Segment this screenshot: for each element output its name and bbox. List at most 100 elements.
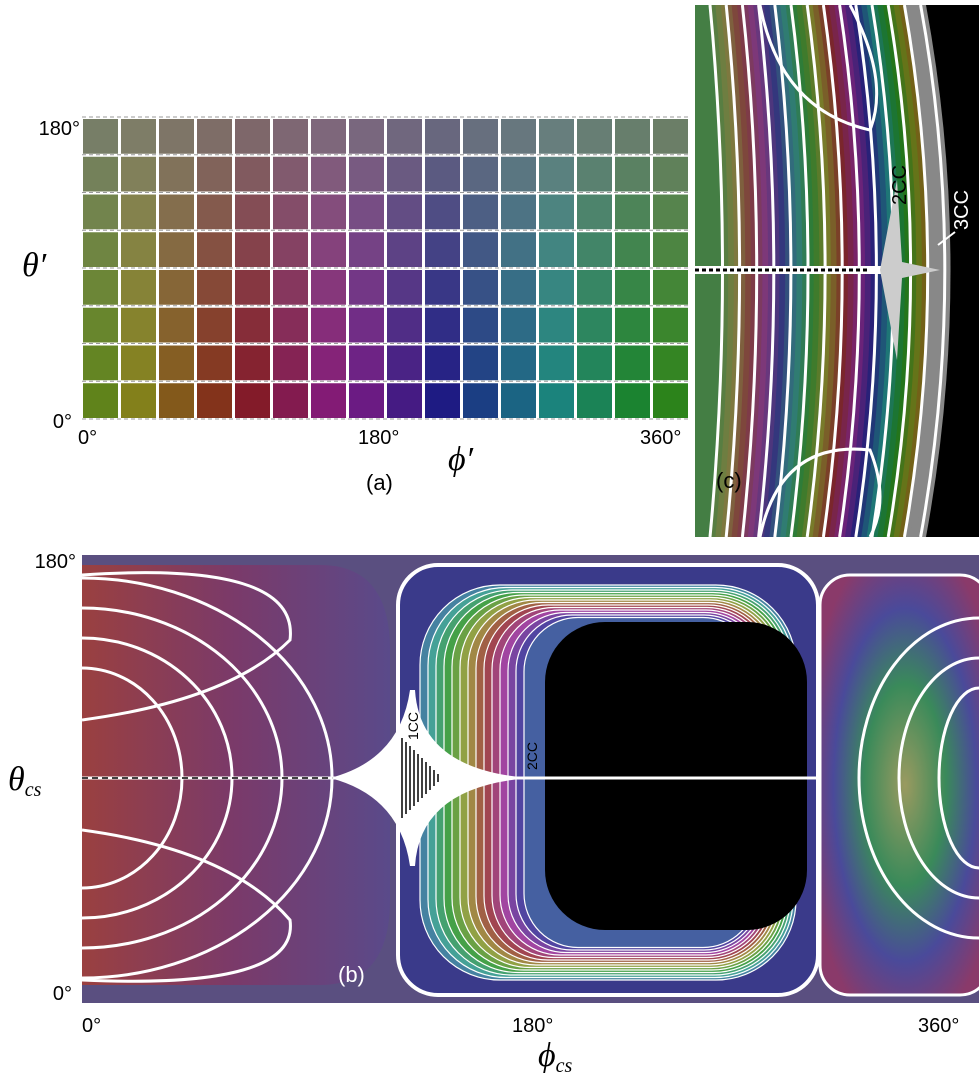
color-cell — [539, 119, 574, 154]
color-cell — [273, 119, 308, 154]
color-cell — [349, 119, 384, 154]
color-cell — [653, 119, 688, 154]
x-tick-label: 180° — [358, 427, 399, 449]
color-cell — [501, 232, 536, 267]
color-cell — [653, 232, 688, 267]
color-cell — [425, 156, 460, 192]
x-tick-label: 0° — [78, 427, 97, 449]
color-cell — [615, 270, 650, 305]
color-cell — [539, 194, 574, 230]
color-cell — [311, 232, 346, 267]
color-cell — [159, 156, 194, 192]
x-axis-label: ϕ′ — [448, 441, 474, 478]
color-cell — [387, 194, 422, 230]
color-cell — [311, 119, 346, 154]
color-cell — [197, 345, 232, 381]
color-cell — [197, 270, 232, 305]
x-axis-label: ϕcs — [538, 1037, 572, 1077]
color-cell — [121, 345, 156, 381]
color-cell — [577, 270, 612, 305]
y-tick-label: 180° — [35, 551, 76, 573]
panel-a-grid — [82, 116, 690, 420]
caption: (b) — [338, 962, 365, 987]
y-axis-label: θ′ — [22, 247, 47, 284]
color-cell — [121, 270, 156, 305]
color-cell — [653, 194, 688, 230]
color-cell — [615, 307, 650, 343]
color-cell — [539, 270, 574, 305]
color-cell — [387, 119, 422, 154]
color-cell — [121, 194, 156, 230]
color-cell — [577, 232, 612, 267]
color-cell — [539, 345, 574, 381]
color-cell — [425, 194, 460, 230]
color-cell — [577, 119, 612, 154]
color-cell — [349, 270, 384, 305]
color-cell — [159, 383, 194, 418]
color-cell — [83, 232, 118, 267]
color-cell — [83, 270, 118, 305]
color-cell — [425, 307, 460, 343]
color-cell — [425, 232, 460, 267]
color-cell — [273, 156, 308, 192]
color-cell — [159, 307, 194, 343]
color-cell — [159, 270, 194, 305]
color-cell — [463, 307, 498, 343]
color-cell — [463, 270, 498, 305]
color-cell — [197, 383, 232, 418]
x-tick-label: 360° — [640, 427, 681, 449]
color-cell — [463, 156, 498, 192]
color-cell — [615, 194, 650, 230]
color-cell — [197, 307, 232, 343]
color-cell — [539, 383, 574, 418]
color-cell — [83, 307, 118, 343]
color-cell — [83, 383, 118, 418]
x-tick-label: 0° — [82, 1015, 101, 1037]
shadow — [545, 622, 807, 930]
color-cell — [463, 232, 498, 267]
color-cell — [387, 345, 422, 381]
color-cell — [311, 345, 346, 381]
color-cell — [501, 345, 536, 381]
color-cell — [159, 194, 194, 230]
color-cell — [273, 232, 308, 267]
color-cell — [83, 194, 118, 230]
color-cell — [577, 156, 612, 192]
color-cell — [235, 270, 270, 305]
color-cell — [501, 194, 536, 230]
color-cell — [653, 270, 688, 305]
color-cell — [577, 345, 612, 381]
panel-c-image — [695, 5, 979, 537]
color-cell — [159, 232, 194, 267]
annotation: 3CC — [951, 190, 973, 230]
color-cell — [349, 156, 384, 192]
color-cell — [577, 307, 612, 343]
color-cell — [235, 156, 270, 192]
color-cell — [273, 194, 308, 230]
caption: (a) — [366, 470, 393, 495]
color-cell — [83, 156, 118, 192]
color-cell — [235, 307, 270, 343]
color-cell — [311, 194, 346, 230]
color-cell — [235, 119, 270, 154]
color-cell — [273, 270, 308, 305]
annotation: 2CC — [889, 165, 911, 205]
color-cell — [615, 119, 650, 154]
arrow — [937, 231, 956, 246]
color-cell — [501, 156, 536, 192]
color-cell — [653, 156, 688, 192]
left-region — [82, 565, 390, 985]
color-cell — [311, 383, 346, 418]
caustic — [82, 828, 292, 983]
color-cell — [425, 383, 460, 418]
color-cell — [653, 383, 688, 418]
color-cell — [615, 156, 650, 192]
y-tick-label: 0° — [53, 411, 72, 433]
color-cell — [311, 307, 346, 343]
color-cell — [197, 232, 232, 267]
color-cell — [235, 232, 270, 267]
caustic — [758, 5, 879, 132]
color-cell — [349, 194, 384, 230]
caustic — [758, 447, 882, 537]
